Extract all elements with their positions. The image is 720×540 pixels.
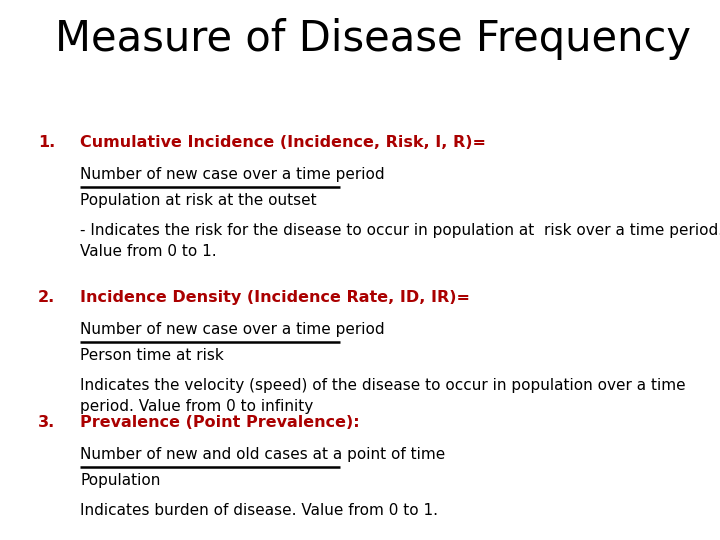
Text: Number of new and old cases at a point of time: Number of new and old cases at a point o… bbox=[80, 447, 445, 462]
Text: Person time at risk: Person time at risk bbox=[80, 348, 224, 363]
Text: Indicates burden of disease. Value from 0 to 1.: Indicates burden of disease. Value from … bbox=[80, 503, 438, 518]
Text: Number of new case over a time period: Number of new case over a time period bbox=[80, 167, 384, 182]
Text: Incidence Density (Incidence Rate, ID, IR)=: Incidence Density (Incidence Rate, ID, I… bbox=[80, 290, 470, 305]
Text: 3.: 3. bbox=[38, 415, 55, 430]
Text: Indicates the velocity (speed) of the disease to occur in population over a time: Indicates the velocity (speed) of the di… bbox=[80, 378, 685, 414]
Text: 1.: 1. bbox=[38, 135, 55, 150]
Text: Measure of Disease Frequency: Measure of Disease Frequency bbox=[55, 18, 691, 60]
Text: - Indicates the risk for the disease to occur in population at  risk over a time: - Indicates the risk for the disease to … bbox=[80, 223, 720, 259]
Text: Number of new case over a time period: Number of new case over a time period bbox=[80, 322, 384, 337]
Text: Population at risk at the outset: Population at risk at the outset bbox=[80, 193, 317, 208]
Text: 2.: 2. bbox=[38, 290, 55, 305]
Text: Population: Population bbox=[80, 473, 161, 488]
Text: Prevalence (Point Prevalence):: Prevalence (Point Prevalence): bbox=[80, 415, 359, 430]
Text: Cumulative Incidence (Incidence, Risk, I, R)=: Cumulative Incidence (Incidence, Risk, I… bbox=[80, 135, 486, 150]
